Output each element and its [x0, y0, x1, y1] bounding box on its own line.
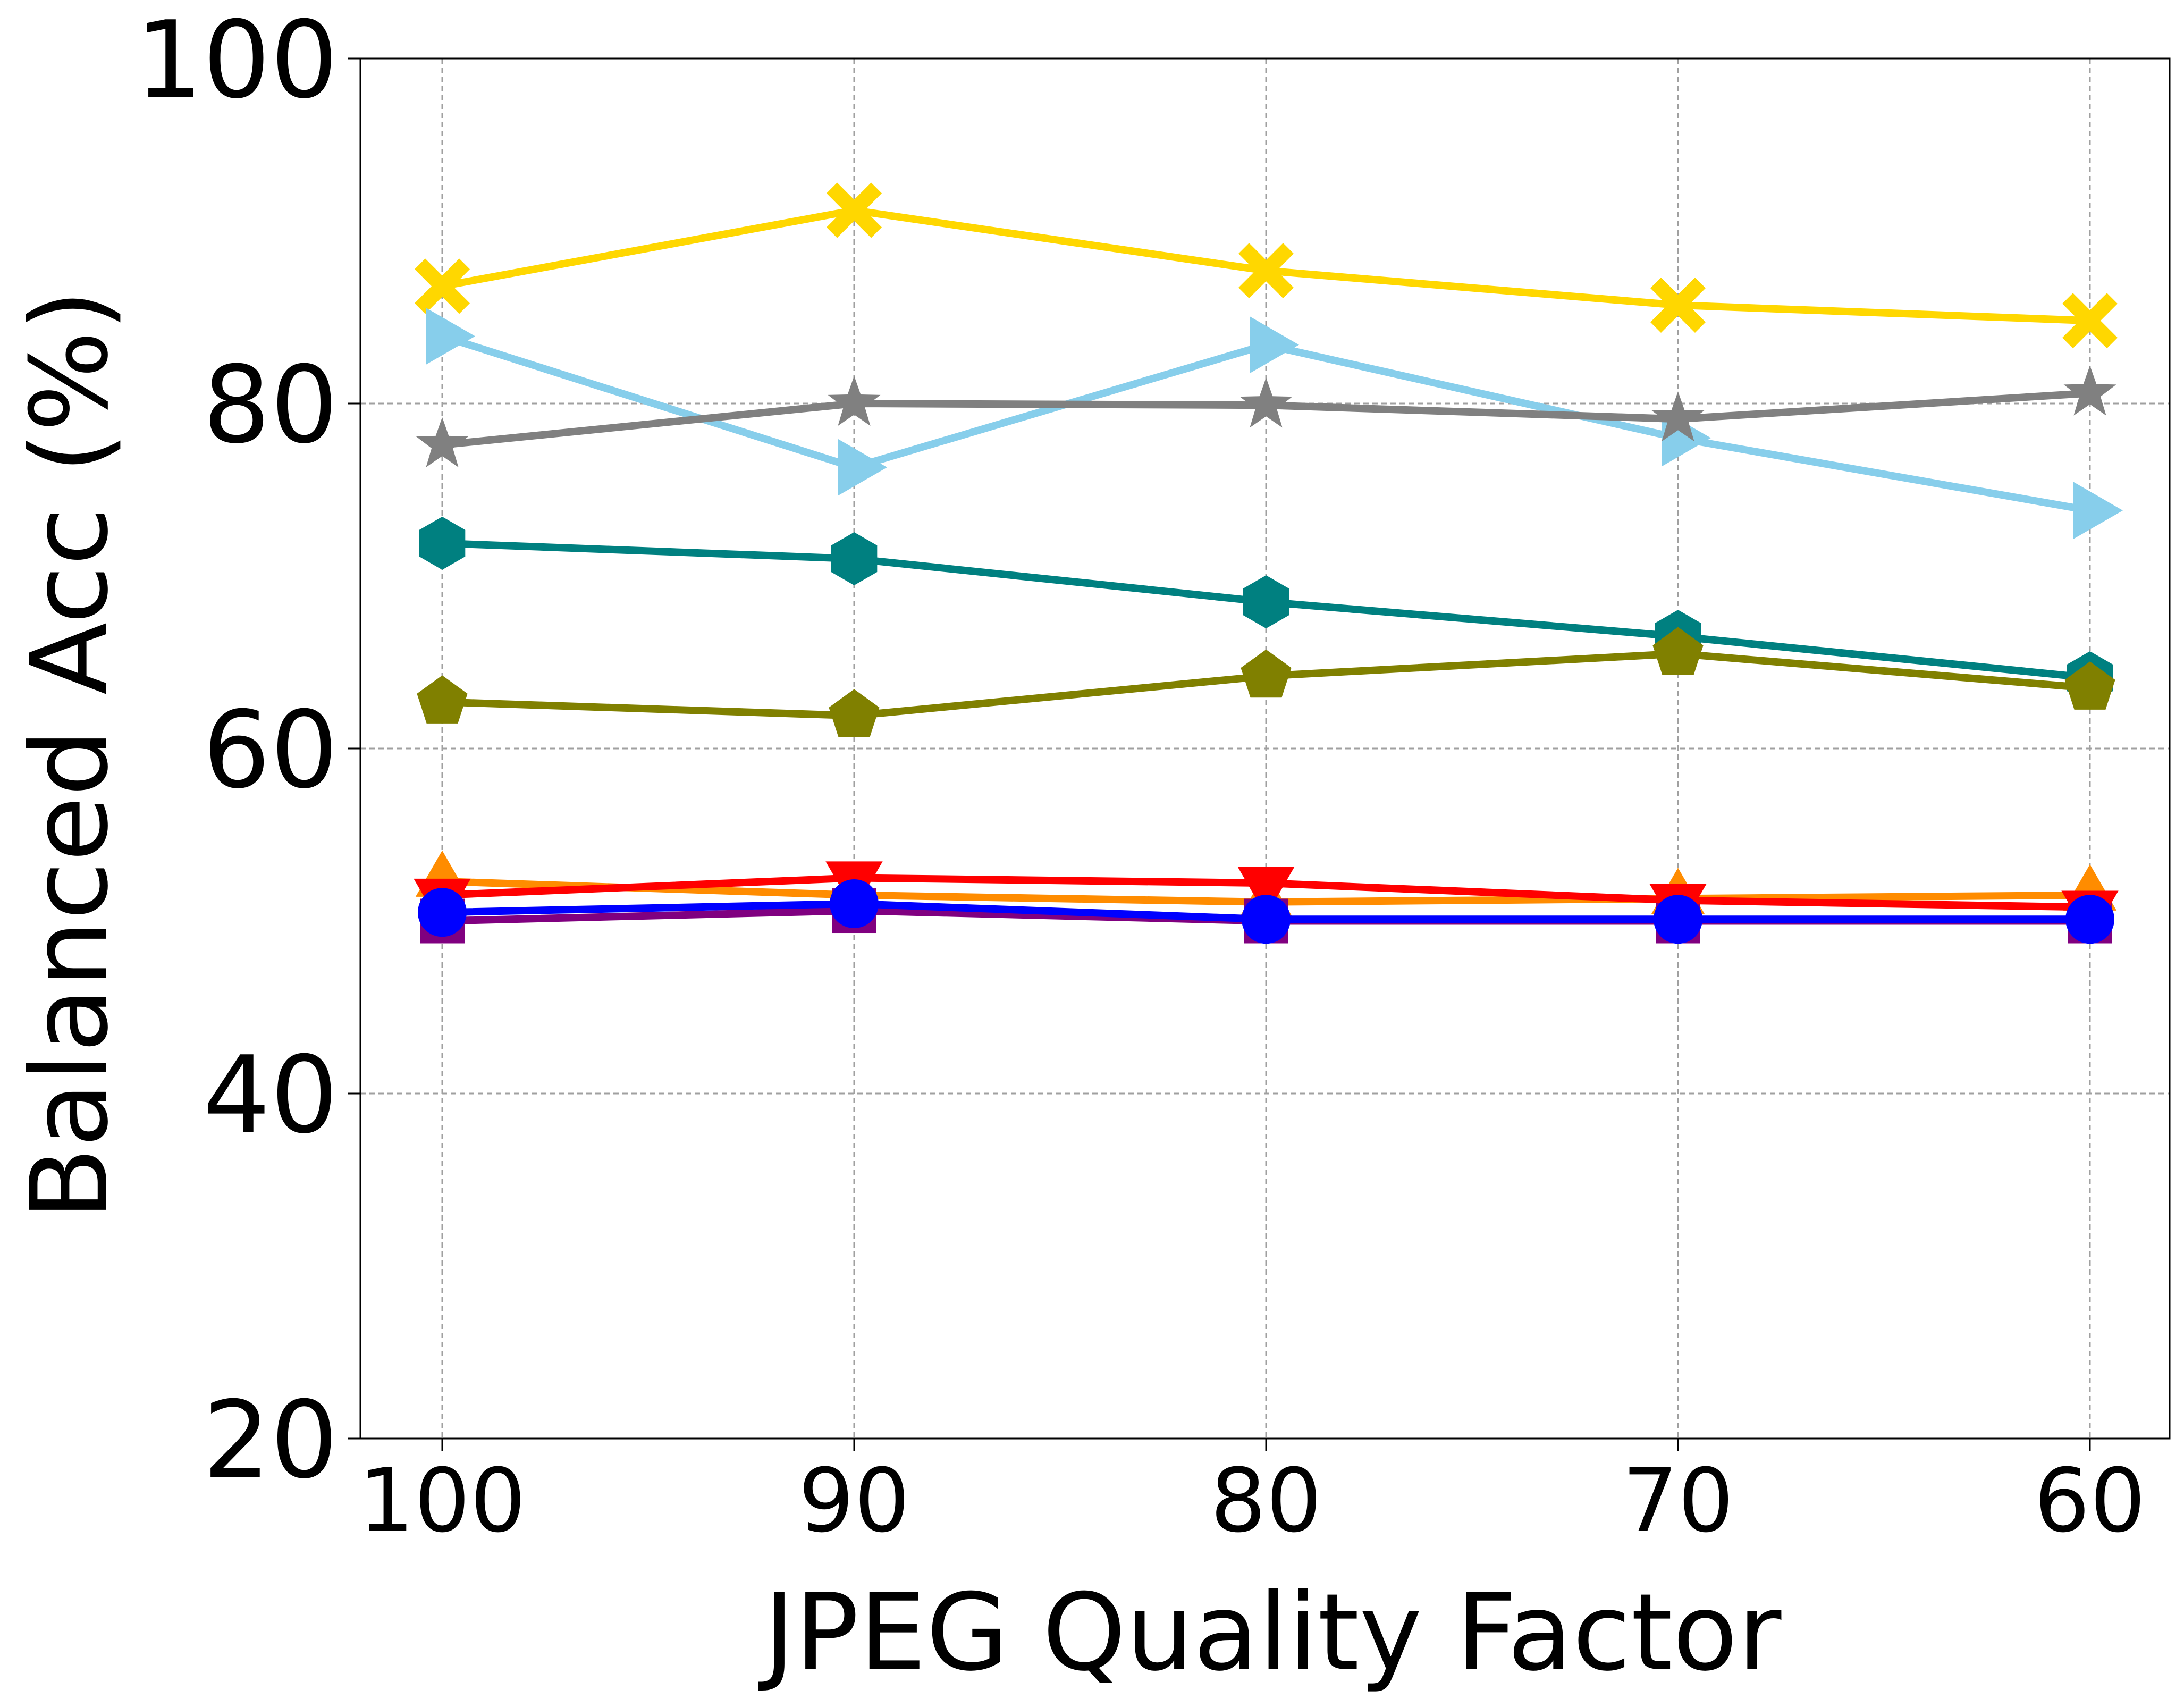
series-olive-pentagon-point — [1652, 627, 1704, 676]
series-red-triangle-down-point — [1237, 867, 1295, 916]
y-axis-title: Balanced Acc (%) — [8, 289, 132, 1220]
axis-ticks: 20 40 60 80 100 100 90 80 70 60 — [135, 0, 2146, 1552]
x-tick-label: 70 — [1622, 1450, 1734, 1552]
series-blue-circle-point — [1654, 895, 1702, 944]
series-olive-pentagon-point — [829, 689, 880, 737]
series-gray-star-point — [416, 417, 469, 467]
series-gold-x-point — [2062, 293, 2118, 349]
series-layer — [414, 182, 2123, 944]
series-teal-hexagon-point — [419, 516, 466, 570]
series-blue-circle-point — [1242, 895, 1291, 944]
series-gray-star — [416, 365, 2116, 467]
series-blue-circle-point — [830, 879, 879, 929]
x-tick-label: 90 — [798, 1450, 910, 1552]
y-tick-label: 60 — [203, 688, 339, 812]
series-olive-pentagon — [417, 627, 2115, 737]
series-skyblue-triangle-right — [426, 307, 2123, 539]
series-gold-x-point — [1238, 243, 1294, 299]
y-tick-label: 40 — [203, 1033, 339, 1157]
series-teal-hexagon-point — [831, 532, 878, 586]
series-blue-circle-point — [418, 888, 467, 937]
x-axis-title: JPEG Quality Factor — [758, 1571, 1782, 1695]
series-gray-star-point — [1239, 377, 1293, 428]
series-olive-pentagon-point — [417, 675, 468, 724]
series-skyblue-triangle-right-point — [838, 439, 887, 496]
series-gray-star-point — [828, 376, 881, 426]
series-gray-star-point — [1651, 391, 1705, 442]
series-blue-circle-point — [2065, 895, 2114, 944]
series-gold-x-point — [827, 182, 882, 238]
series-olive-pentagon-point — [2064, 661, 2115, 710]
x-tick-label: 100 — [359, 1450, 526, 1552]
series-olive-pentagon-point — [1241, 649, 1292, 698]
y-tick-label: 20 — [203, 1378, 339, 1502]
series-teal-hexagon-point — [1243, 575, 1289, 629]
series-skyblue-triangle-right-point — [2073, 482, 2123, 539]
series-gray-star-point — [2063, 365, 2116, 416]
series-skyblue-triangle-right-point — [1250, 316, 1299, 374]
x-tick-label: 80 — [1210, 1450, 1322, 1552]
series-gold-x — [415, 182, 2118, 349]
y-tick-label: 100 — [135, 0, 338, 122]
series-gold-x-point — [415, 258, 470, 314]
series-blue-circle — [418, 879, 2114, 944]
series-gold-x-point — [1650, 278, 1706, 333]
y-tick-label: 80 — [203, 343, 339, 467]
series-skyblue-triangle-right-point — [426, 307, 475, 365]
x-tick-label: 60 — [2034, 1450, 2146, 1552]
